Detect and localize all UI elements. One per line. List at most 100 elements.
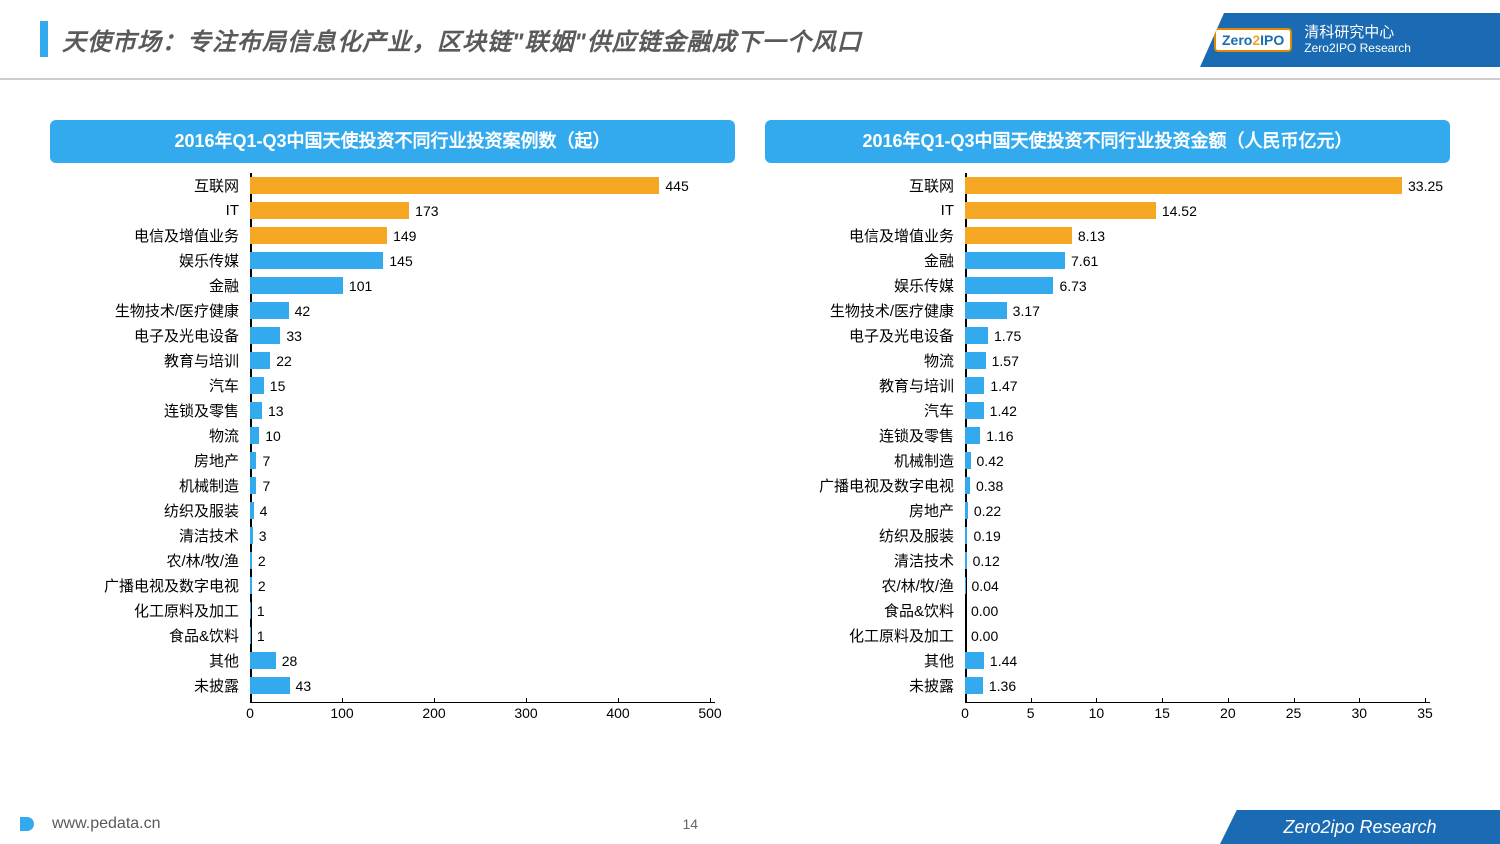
bar-row: 化工原料及加工1 — [250, 598, 715, 623]
bar-track: 0.00 — [965, 623, 1430, 648]
bar-label: 食品&饮料 — [765, 600, 960, 621]
x-axis: 05101520253035 — [965, 702, 1430, 730]
bar-value: 13 — [268, 403, 284, 419]
bar-track: 0.19 — [965, 523, 1430, 548]
bar-label: IT — [50, 202, 245, 219]
bar-track: 28 — [250, 648, 715, 673]
bar-label: 生物技术/医疗健康 — [50, 300, 245, 321]
bar-track: 0.04 — [965, 573, 1430, 598]
bar-row: 其他28 — [250, 648, 715, 673]
bar-row: 电子及光电设备1.75 — [965, 323, 1430, 348]
chart-left: 2016年Q1-Q3中国天使投资不同行业投资案例数（起） 互联网445IT173… — [50, 120, 735, 730]
bar-track: 0.38 — [965, 473, 1430, 498]
chart-left-bars: 互联网445IT173电信及增值业务149娱乐传媒145金融101生物技术/医疗… — [50, 173, 735, 730]
bar-rect — [250, 402, 262, 419]
bar-row: 物流10 — [250, 423, 715, 448]
bar-label: 教育与培训 — [50, 350, 245, 371]
bar-track: 6.73 — [965, 273, 1430, 298]
bar-rect — [965, 527, 967, 544]
bar-track: 0.42 — [965, 448, 1430, 473]
bar-row: 房地产7 — [250, 448, 715, 473]
bar-value: 1.47 — [990, 378, 1017, 394]
bar-track: 0.00 — [965, 598, 1430, 623]
bar-label: 娱乐传媒 — [765, 275, 960, 296]
bar-value: 7 — [262, 478, 270, 494]
bar-rect — [250, 577, 252, 594]
bar-rect — [250, 352, 270, 369]
bar-value: 0.38 — [976, 478, 1003, 494]
bar-row: 教育与培训1.47 — [965, 373, 1430, 398]
bar-row: 广播电视及数字电视2 — [250, 573, 715, 598]
bar-track: 1.47 — [965, 373, 1430, 398]
bar-row: 娱乐传媒145 — [250, 248, 715, 273]
bar-rect — [965, 552, 967, 569]
bar-rect — [250, 377, 264, 394]
bar-value: 1.42 — [990, 403, 1017, 419]
bar-label: 机械制造 — [765, 450, 960, 471]
bar-track: 145 — [250, 248, 715, 273]
bar-rect — [250, 327, 280, 344]
bar-track: 7 — [250, 473, 715, 498]
bar-value: 2 — [258, 553, 266, 569]
axis-label: 300 — [514, 705, 537, 721]
axis-label: 10 — [1089, 705, 1105, 721]
bar-value: 42 — [295, 303, 311, 319]
bar-value: 7.61 — [1071, 253, 1098, 269]
bar-rect — [965, 352, 986, 369]
axis-label: 5 — [1027, 705, 1035, 721]
bar-rect — [965, 677, 983, 694]
bar-label: 农/林/牧/渔 — [765, 575, 960, 596]
chart-right-bars: 互联网33.25IT14.52电信及增值业务8.13金融7.61娱乐传媒6.73… — [765, 173, 1450, 730]
bar-track: 1.44 — [965, 648, 1430, 673]
footer: www.pedata.cn 14 Zero2ipo Research — [0, 804, 1500, 844]
bar-row: 农/林/牧/渔0.04 — [965, 573, 1430, 598]
bar-rect — [250, 627, 251, 644]
bar-value: 8.13 — [1078, 228, 1105, 244]
bar-value: 445 — [665, 178, 688, 194]
bar-label: 连锁及零售 — [50, 400, 245, 421]
bar-label: 互联网 — [765, 175, 960, 196]
bar-value: 0.19 — [973, 528, 1000, 544]
bar-track: 2 — [250, 548, 715, 573]
bar-row: 未披露1.36 — [965, 673, 1430, 698]
bar-label: 清洁技术 — [50, 525, 245, 546]
bar-track: 445 — [250, 173, 715, 198]
bar-value: 33 — [286, 328, 302, 344]
bar-rect — [965, 202, 1156, 219]
bar-track: 1.36 — [965, 673, 1430, 698]
bar-track: 4 — [250, 498, 715, 523]
bar-track: 1.57 — [965, 348, 1430, 373]
footer-dot-icon — [20, 817, 34, 831]
bar-rect — [250, 552, 252, 569]
logo-badge: Zero2IPO — [1214, 28, 1292, 52]
axis-tick — [1425, 698, 1426, 703]
bar-rect — [965, 452, 971, 469]
bar-row: 教育与培训22 — [250, 348, 715, 373]
bar-rect — [250, 477, 256, 494]
header: 天使市场：专注布局信息化产业，区块链"联姻"供应链金融成下一个风口 Zero2I… — [0, 0, 1500, 80]
bar-label: 广播电视及数字电视 — [50, 575, 245, 596]
bar-label: 纺织及服装 — [50, 500, 245, 521]
bar-track: 173 — [250, 198, 715, 223]
axis-label: 200 — [422, 705, 445, 721]
bar-row: 金融101 — [250, 273, 715, 298]
bar-value: 28 — [282, 653, 298, 669]
bar-row: 汽车1.42 — [965, 398, 1430, 423]
axis-tick — [526, 698, 527, 703]
bar-value: 1.75 — [994, 328, 1021, 344]
axis-tick — [1294, 698, 1295, 703]
bar-value: 0.42 — [977, 453, 1004, 469]
bar-label: 电信及增值业务 — [765, 225, 960, 246]
axis-tick — [710, 698, 711, 703]
bar-label: 汽车 — [50, 375, 245, 396]
bar-row: 房地产0.22 — [965, 498, 1430, 523]
bar-row: 机械制造0.42 — [965, 448, 1430, 473]
bar-value: 3 — [259, 528, 267, 544]
axis-tick — [618, 698, 619, 703]
chart-right-title: 2016年Q1-Q3中国天使投资不同行业投资金额（人民币亿元） — [765, 120, 1450, 163]
bar-rect — [250, 227, 387, 244]
bar-rect — [965, 252, 1065, 269]
bar-track: 3 — [250, 523, 715, 548]
x-axis: 0100200300400500 — [250, 702, 715, 730]
logo-text: 清科研究中心 Zero2IPO Research — [1304, 25, 1411, 55]
